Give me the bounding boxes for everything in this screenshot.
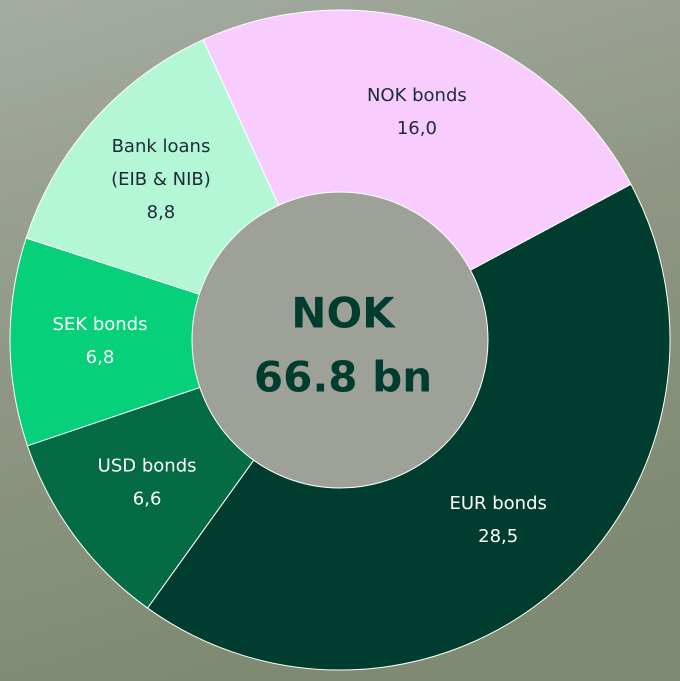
slice-value: 28,5 xyxy=(478,526,518,547)
labels: NOK bonds 16,0 EUR bonds 28,5 USD bonds 6,6 SE… xyxy=(53,85,547,547)
slice-value: 16,0 xyxy=(397,118,437,139)
slice-label: SEK bonds xyxy=(53,314,148,335)
slice-label: USD bonds xyxy=(98,455,197,476)
slice-value: 6,6 xyxy=(133,488,162,509)
slice-value: 6,8 xyxy=(86,347,115,368)
slice-label: Bank loans (EIB & NIB) xyxy=(111,136,211,190)
center-total: 66.8 bn xyxy=(254,353,432,402)
slice-label: NOK bonds xyxy=(367,85,467,106)
slice xyxy=(9,237,342,447)
donut-hole xyxy=(191,191,489,489)
slice-value: 8,8 xyxy=(147,202,176,223)
slice-label: EUR bonds xyxy=(449,493,546,514)
center-title: NOK xyxy=(291,289,396,338)
